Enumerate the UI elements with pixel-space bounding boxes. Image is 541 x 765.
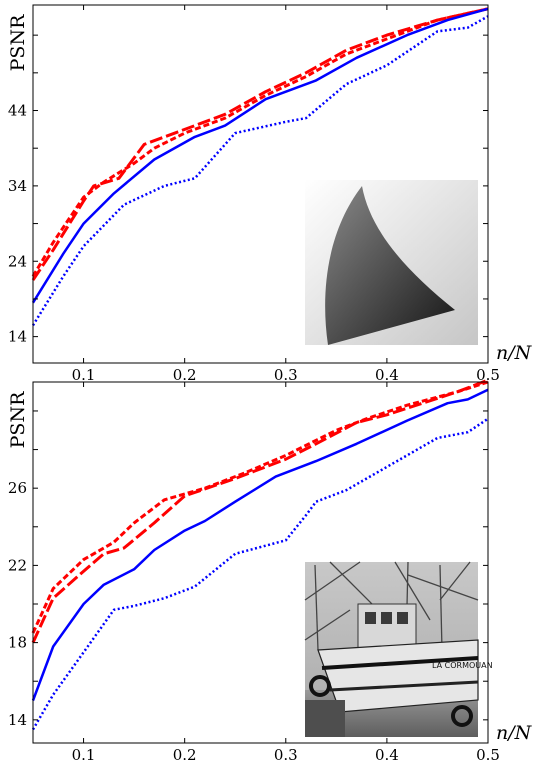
x-tick-label: 0.2 [173,746,197,764]
y-tick-label: 44 [8,102,27,120]
series-line-2 [31,7,489,281]
x-tick-label: 0.3 [274,746,298,764]
x-tick-label: 0.1 [72,366,96,384]
y-axis-title: PSNR [7,391,29,448]
svg-text:LA CORMOUAN: LA CORMOUAN [432,661,493,670]
x-tick-label: 0.2 [173,366,197,384]
x-tick-label: 0.3 [274,366,298,384]
y-tick-label: 18 [8,634,27,652]
plot-frame [32,381,489,744]
y-tick-label: 22 [8,556,27,574]
x-tick-label: 0.1 [72,746,96,764]
y-tick-label: 34 [8,177,27,195]
series-line-2 [31,378,489,644]
y-axis-title: PSNR [7,14,29,71]
x-tick-label: 0.5 [476,366,500,384]
series-line-4 [31,417,489,731]
chart-bottom: 0.1 0.2 0.3 0.4 0.5 14 18 22 26 PSNR n/N [7,378,533,764]
x-tick-label: 0.5 [476,746,500,764]
y-tick-label: 14 [8,711,27,729]
chart-top: 0.1 0.2 0.3 0.4 0.5 14 24 34 44 PSNR n/N [7,4,533,384]
x-tick-label: 0.4 [375,746,399,764]
y-tick-label: 26 [8,479,27,497]
x-axis-title: n/N [496,342,533,364]
y-tick-label: 24 [8,252,27,270]
x-axis-title: n/N [496,722,533,744]
inset-wedge-image [305,180,478,345]
series-line-3 [31,388,489,701]
inset-boat-image: LA CORMOUAN [304,561,493,737]
x-tick-label: 0.4 [375,366,399,384]
y-tick-label: 14 [8,328,27,346]
series-line-1 [31,7,489,278]
plot-frame [32,4,489,364]
series-line-3 [31,7,489,304]
series-line-4 [31,15,489,326]
